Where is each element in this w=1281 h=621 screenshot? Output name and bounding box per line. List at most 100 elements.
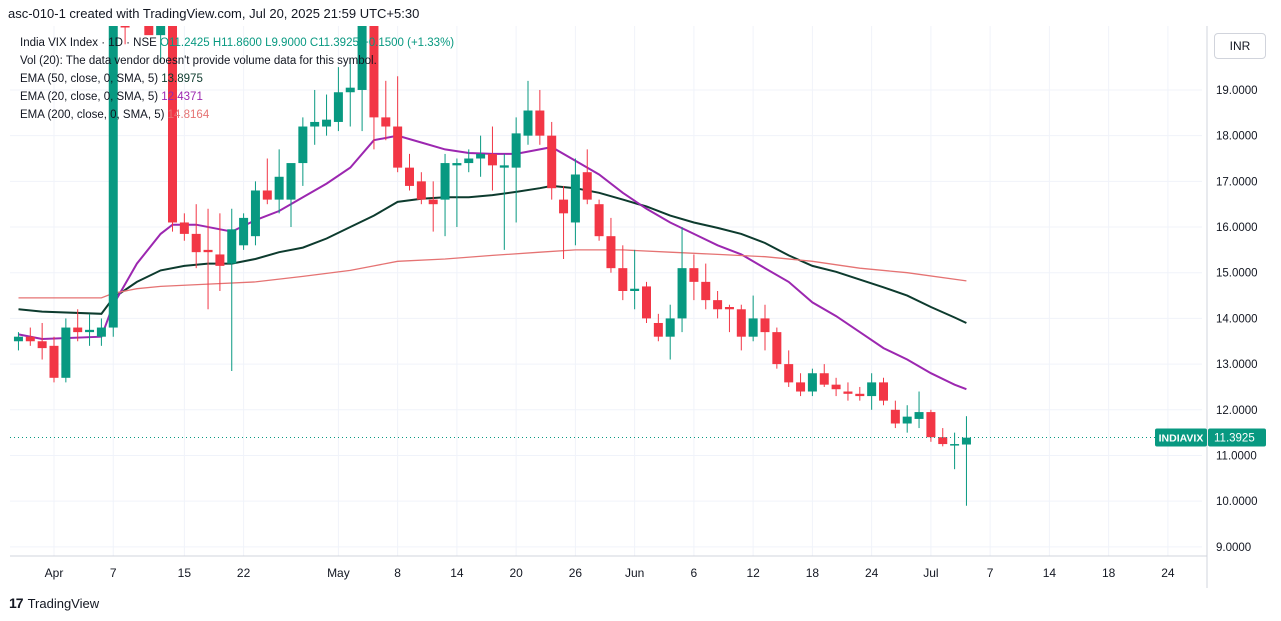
candle-up <box>630 249 640 310</box>
candle-up <box>239 213 249 250</box>
x-tick-label: 22 <box>237 566 251 580</box>
candle-body <box>807 373 817 392</box>
x-tick-label: 7 <box>110 566 117 580</box>
y-tick-label: 19.0000 <box>1216 85 1258 97</box>
candle-up <box>298 117 308 186</box>
candle-body <box>25 336 35 342</box>
candle-body <box>606 236 616 269</box>
legend-ema200-value: 14.8164 <box>167 109 210 121</box>
candle-body <box>879 382 888 401</box>
footer-brand[interactable]: 17 TradingView <box>9 595 99 611</box>
x-tick-label: May <box>327 566 350 580</box>
candle-up <box>452 158 462 228</box>
candle-down <box>559 185 569 260</box>
candle-down <box>215 213 225 291</box>
candle-up <box>96 318 106 346</box>
candle-body <box>689 268 699 282</box>
candle-up <box>333 67 343 132</box>
candle-up <box>961 416 971 506</box>
candle-body <box>37 341 47 349</box>
candle-body <box>333 92 343 122</box>
candle-body <box>416 181 426 200</box>
legend-ema20[interactable]: EMA (20, close, 0, SMA, 5) 12.4371 <box>20 88 454 106</box>
candle-body <box>594 204 604 237</box>
candle-body <box>393 126 403 168</box>
candle-down <box>890 400 900 429</box>
candle-down <box>736 304 746 351</box>
candle-up <box>665 304 675 360</box>
candle-down <box>393 76 403 173</box>
candle-up <box>464 149 474 173</box>
candle-down <box>191 204 201 269</box>
candle-down <box>689 254 699 301</box>
candle-up <box>85 313 95 346</box>
candle-body <box>476 153 486 159</box>
candle-body <box>203 249 213 253</box>
candle-body <box>262 190 272 200</box>
candle-up <box>13 332 23 351</box>
candle-down <box>428 181 438 232</box>
legend-symbol-row[interactable]: India VIX Index · 1D · NSE O11.2425 H11.… <box>20 34 454 52</box>
candle-body <box>796 382 806 392</box>
candle-body <box>357 26 367 90</box>
axes <box>10 26 1208 588</box>
legend-volume[interactable]: Vol (20): The data vendor doesn't provid… <box>20 55 377 67</box>
legend-ema200[interactable]: EMA (200, close, 0, SMA, 5) 14.8164 <box>20 106 454 124</box>
candle-up <box>274 149 284 214</box>
candle-body <box>653 322 663 337</box>
y-tick-label: 16.0000 <box>1216 222 1258 234</box>
candle-body <box>464 158 474 164</box>
candle-down <box>262 158 272 205</box>
candle-body <box>215 254 225 266</box>
candle-down <box>120 26 130 45</box>
candle-body <box>914 412 924 419</box>
candle-body <box>938 437 948 445</box>
candle-body <box>819 373 829 385</box>
ema20-line <box>18 134 967 391</box>
candle-up <box>61 318 71 383</box>
candle-body <box>310 121 320 127</box>
candle-down <box>594 199 604 241</box>
candle-down <box>547 121 557 200</box>
candle-body <box>890 409 900 424</box>
candle-body <box>61 327 71 378</box>
candle-down <box>926 409 936 442</box>
x-tick-label: 8 <box>394 566 401 580</box>
candle-up <box>286 163 296 228</box>
x-tick-label: Jul <box>923 566 938 580</box>
candle-body <box>428 199 438 205</box>
candle-up <box>440 153 450 237</box>
candle-up <box>310 89 320 145</box>
candle-down <box>831 377 841 397</box>
candle-body <box>523 110 533 136</box>
y-tick-label: 13.0000 <box>1216 359 1258 371</box>
candle-down <box>784 350 794 387</box>
candle-body <box>511 133 521 168</box>
tradingview-logo-icon: 17 <box>9 595 24 611</box>
x-axis-ticks: Apr 7 15 22 May 8 14 20 26 Jun 6 12 18 24 Jul 7 14 18 24 <box>45 566 1175 580</box>
candle-body <box>535 110 545 136</box>
x-tick-label: 20 <box>509 566 523 580</box>
currency-unit-button[interactable]: INR <box>1214 33 1266 59</box>
candle-down <box>144 26 154 36</box>
candle-body <box>120 26 130 28</box>
candle-down <box>535 89 545 145</box>
candle-up <box>570 158 580 246</box>
x-tick-label: 18 <box>1102 566 1116 580</box>
candle-down <box>606 217 616 273</box>
legend-ema50[interactable]: EMA (50, close, 0, SMA, 5) 13.8975 <box>20 70 454 88</box>
candle-body <box>85 329 95 333</box>
candle-down <box>168 26 177 232</box>
legend-ema20-label: EMA (20, close, 0, SMA, 5) <box>20 91 159 103</box>
candle-down <box>713 291 723 319</box>
candle-up <box>950 432 960 470</box>
candle-body <box>49 345 59 378</box>
candle-up <box>523 80 533 145</box>
candle-body <box>499 165 509 168</box>
candle-body <box>926 412 936 438</box>
candle-down <box>416 172 426 205</box>
y-tick-label: 14.0000 <box>1216 313 1258 325</box>
candle-body <box>239 217 249 246</box>
candle-down <box>582 149 592 205</box>
